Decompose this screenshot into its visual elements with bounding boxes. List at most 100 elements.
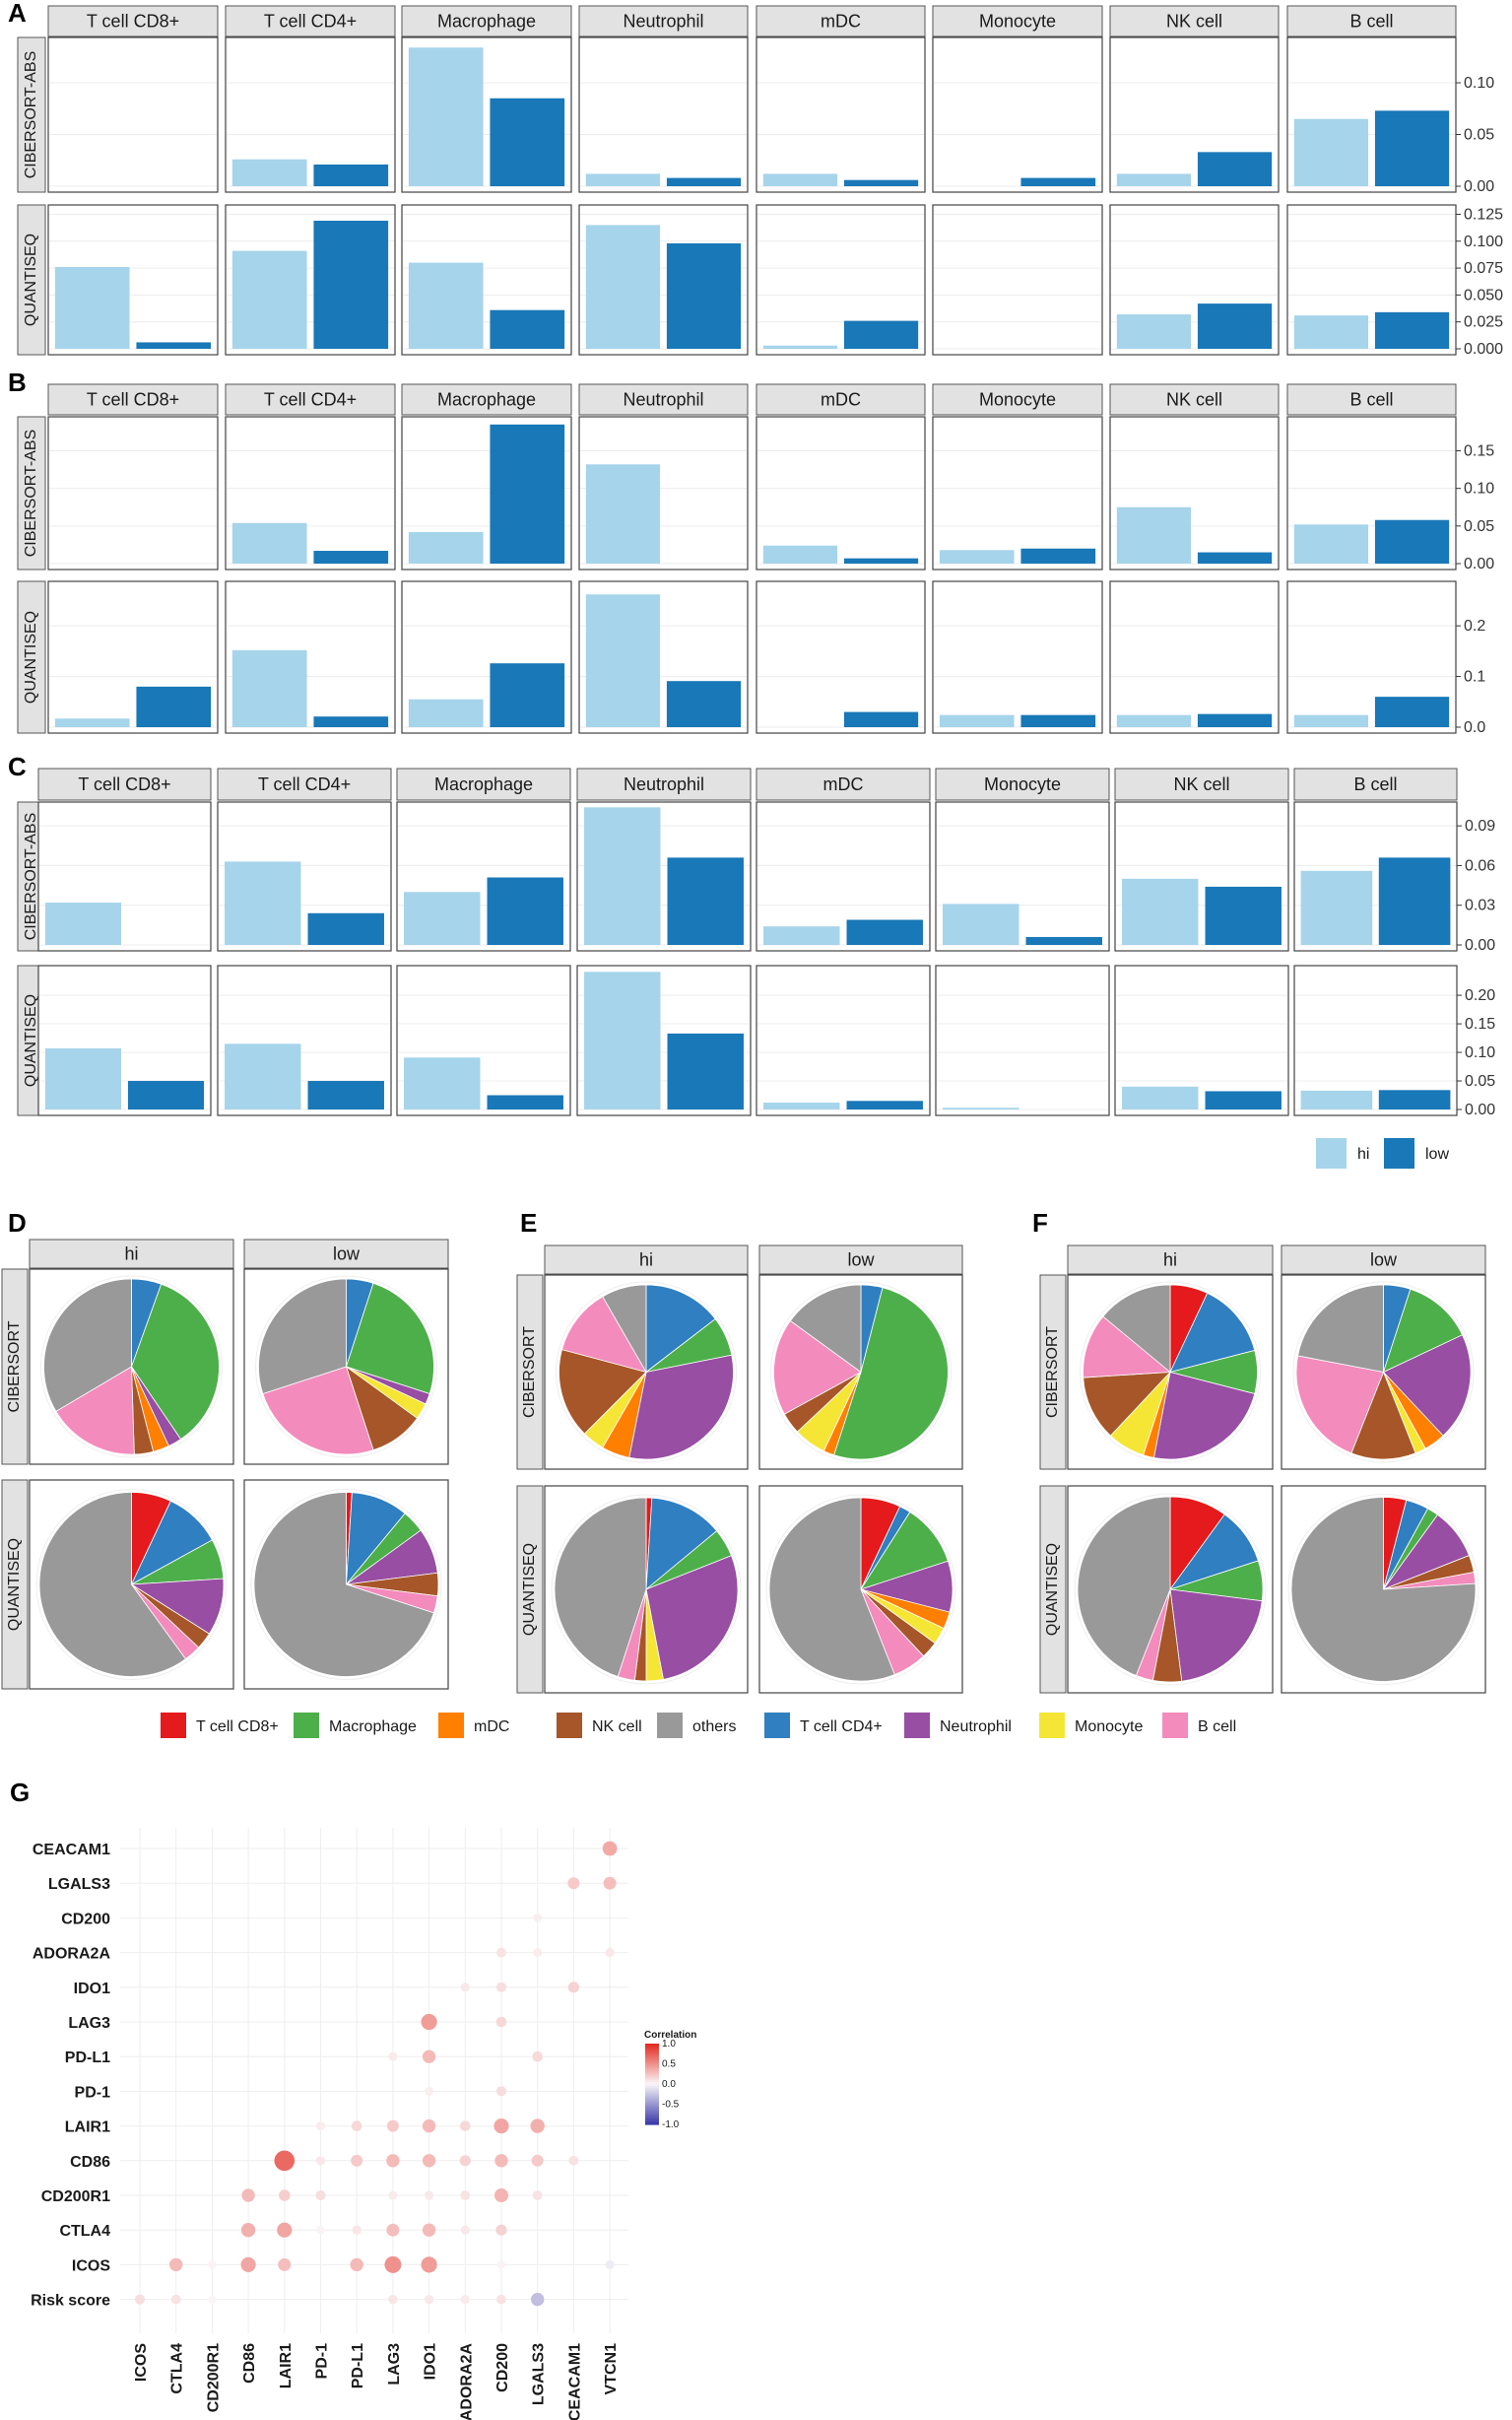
col-strip: [1281, 1244, 1486, 1275]
dot-plot-area: [120, 1828, 628, 2333]
method-label-quantiseq: QUANTISEQ: [521, 1543, 538, 1636]
bar-panel-a: A T cell CD8+ T cell CD4+ Macrophage Neutrop…: [8, 0, 1503, 358]
facet-panel: [756, 965, 931, 1116]
dot-lgals3-ceacam1: [567, 1877, 580, 1890]
dot-cd200r1-lair1: [279, 2189, 291, 2201]
col-strip: [756, 5, 926, 37]
bar-low-macrophage: [490, 98, 565, 186]
col-strip: [47, 383, 219, 416]
y-gene-label-cd200: CD200: [61, 1911, 110, 1927]
dot-risk-score-lag3: [388, 2294, 398, 2305]
pie-slice-b-cell: [1083, 1315, 1172, 1378]
colorbar-step: [645, 2081, 659, 2085]
dot-risk-score-ido1: [425, 2295, 434, 2305]
panel-letter-d: D: [8, 1208, 27, 1238]
row-strip: [17, 416, 46, 571]
x-gene-label-cd86: CD86: [241, 2343, 258, 2384]
celltype-label-t-cell-cd4: T cell CD4+: [264, 390, 357, 410]
y-tick-label: 0.2: [1464, 618, 1485, 635]
dot-icos-cd200r1: [208, 2260, 217, 2269]
celltype-label-t-cell-cd8: T cell CD8+: [87, 390, 179, 410]
bar-low-neutrophil: [666, 242, 742, 349]
facet-panel: [756, 580, 926, 734]
pie-slice-b-cell: [262, 1366, 374, 1455]
row-strip: [516, 1274, 544, 1470]
colorbar-step: [645, 2116, 659, 2119]
legend-swatch-nk-cell: [557, 1713, 582, 1738]
colorbar-step: [645, 2065, 659, 2069]
y-gene-label-ctla4: CTLA4: [59, 2223, 110, 2240]
bar-low-b-cell: [1378, 857, 1451, 945]
y-gene-label-pd-1: PD-1: [75, 2084, 111, 2101]
colorbar-tick: -1.0: [662, 2119, 680, 2130]
colorbar-step: [645, 2086, 659, 2089]
x-gene-label-ceacam1: CEACAM1: [566, 2343, 583, 2420]
pie-slice-t-cell-cd4: [645, 1284, 716, 1374]
colorbar-step: [645, 2088, 659, 2091]
panel-letter-g: G: [10, 1778, 30, 1807]
col-strip: [578, 5, 749, 37]
col-strip: [217, 768, 392, 801]
pie-outline: [1287, 1494, 1479, 1685]
y-tick-label: 0.05: [1465, 1073, 1495, 1090]
pie-outline: [250, 1489, 442, 1680]
dot-ceacam1-vtcn1: [602, 1841, 618, 1856]
colorbar-step: [645, 2114, 659, 2118]
dot-cd200r1-pd-1: [315, 2189, 326, 2201]
celltype-label-t-cell-cd8: T cell CD8+: [87, 12, 179, 32]
colorbar-step: [645, 2073, 659, 2077]
y-gene-label-lair1: LAIR1: [65, 2119, 110, 2136]
bar-low-nk-cell: [1197, 303, 1273, 349]
facet-panel: [47, 416, 219, 571]
x-gene-label-lgals3: LGALS3: [531, 2343, 548, 2405]
bar-hi-b-cell: [1300, 1090, 1373, 1109]
celltype-label-t-cell-cd4: T cell CD4+: [258, 774, 351, 794]
bar-low-macrophage: [487, 1095, 563, 1109]
col-strip: [544, 1244, 749, 1275]
x-gene-label-lag3: LAG3: [386, 2343, 403, 2386]
legend-swatch-macrophage: [294, 1713, 319, 1738]
dot-icos-cd200: [496, 2260, 506, 2269]
celltype-label-b-cell: B cell: [1353, 774, 1397, 794]
x-gene-label-ctla4: CTLA4: [169, 2343, 186, 2394]
celltype-label-t-cell-cd8: T cell CD8+: [78, 774, 170, 794]
col-strip: [1109, 383, 1280, 416]
colorbar-step: [645, 2104, 659, 2108]
colorbar-step: [645, 2090, 659, 2093]
col-strip: [932, 383, 1103, 416]
bar-low-t-cell-cd4: [307, 912, 384, 945]
x-gene-label-lair1: LAIR1: [278, 2343, 295, 2388]
row-strip: [17, 204, 46, 356]
row-strip: [1039, 1485, 1067, 1694]
bar-hi-monocyte: [939, 714, 1015, 727]
bar-panel-b: B T cell CD8+ T cell CD4+ Macrophage Neutrop…: [8, 368, 1494, 736]
celltype-label-mdc: mDC: [823, 774, 864, 794]
dot-icos-ido1: [421, 2256, 437, 2273]
celltype-label-neutrophil: Neutrophil: [623, 390, 703, 410]
colorbar-step: [645, 2050, 659, 2052]
bar-hi-mdc: [762, 173, 838, 186]
col-strip: [225, 383, 396, 416]
pie-slice-others: [258, 1278, 347, 1395]
colorbar-tick: -0.5: [662, 2100, 680, 2111]
method-label-quantiseq: QUANTISEQ: [1044, 1543, 1061, 1636]
dot-risk-score-icos: [134, 2294, 146, 2305]
dot-adora2a-lgals3: [533, 1948, 543, 1958]
x-gene-label-adora2a: ADORA2A: [458, 2343, 475, 2420]
y-tick-label: 0.100: [1464, 234, 1503, 250]
pie-outline: [556, 1281, 737, 1463]
dot-lair1-lag3: [386, 2119, 399, 2132]
facet-panel: [932, 36, 1103, 193]
dot-icos-ctla4: [169, 2257, 183, 2272]
dot-cd86-lag3: [386, 2154, 400, 2168]
bar-hi-t-cell-cd8: [54, 718, 130, 727]
col-strip: [396, 768, 571, 801]
bar-low-t-cell-cd4: [307, 1081, 384, 1109]
bar-low-neutrophil: [666, 681, 742, 727]
dot-lair1-ido1: [422, 2118, 436, 2133]
colorbar-step: [645, 2102, 659, 2106]
dot-icos-lair1: [278, 2257, 292, 2271]
bar-low-mdc: [843, 179, 919, 186]
bar-hi-t-cell-cd4: [231, 649, 307, 727]
group-label-low: low: [333, 1244, 361, 1264]
